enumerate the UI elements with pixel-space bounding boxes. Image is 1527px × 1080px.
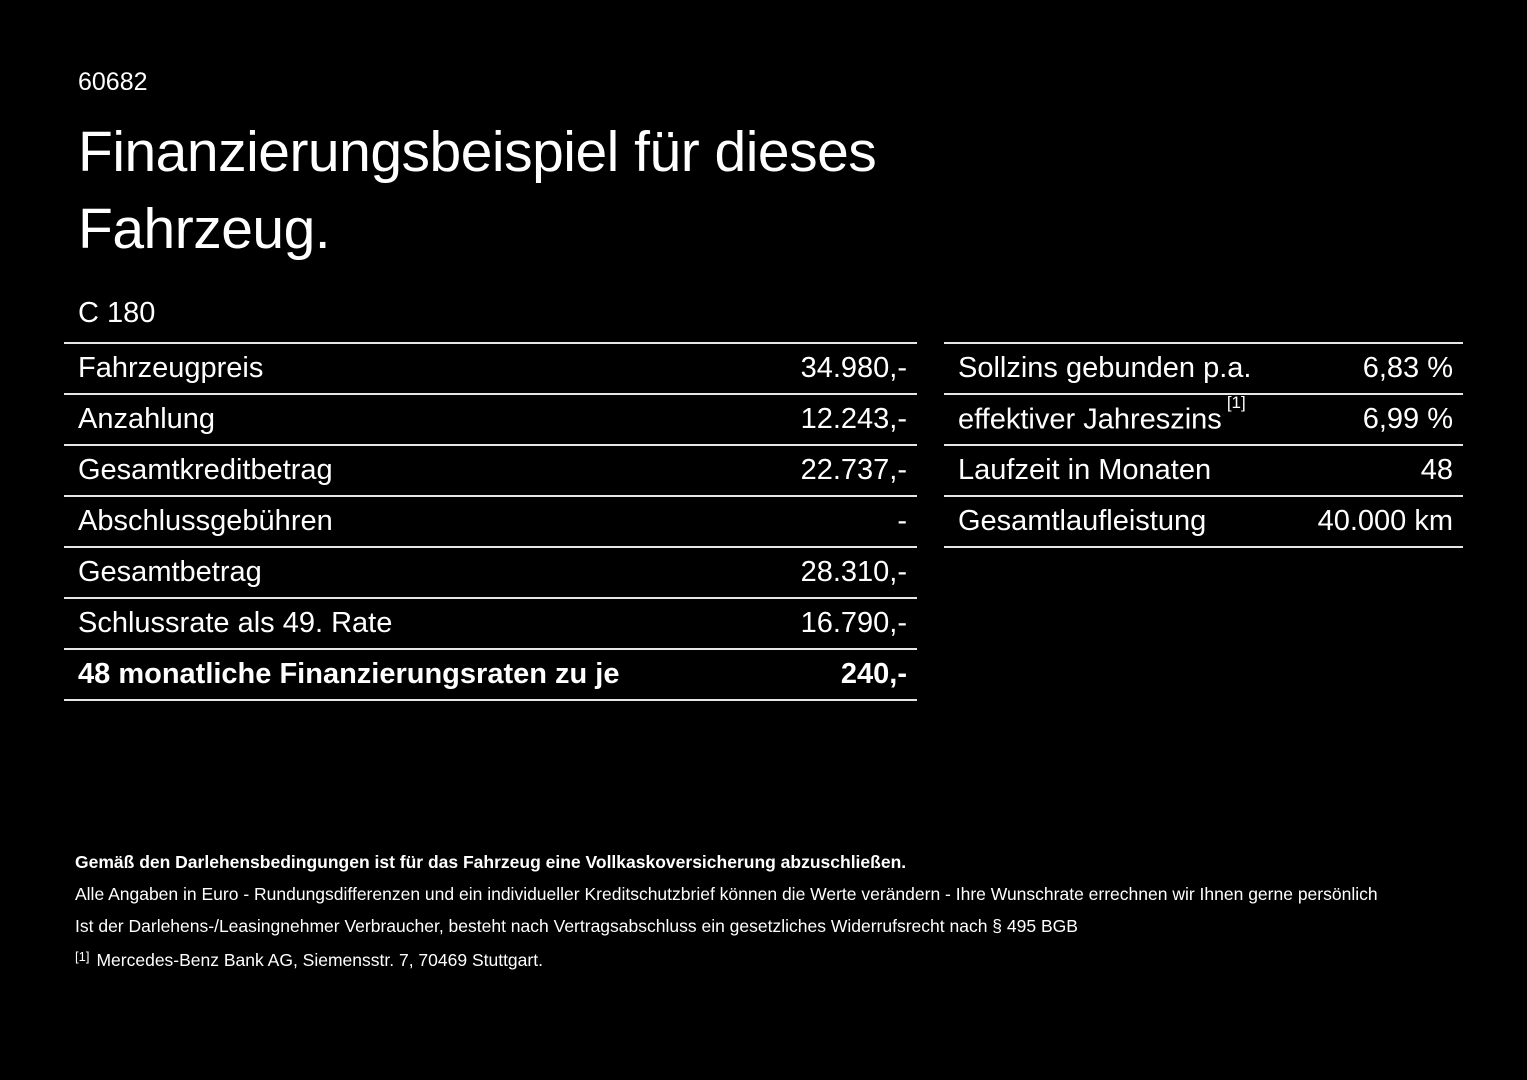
footnote-ref: [1] [1226,392,1246,412]
row-label: Abschlussgebühren [78,505,333,537]
footnote-text: Mercedes-Benz Bank AG, Siemensstr. 7, 70… [96,950,543,970]
table-row: Fahrzeugpreis 34.980,- [64,344,917,395]
table-row: Laufzeit in Monaten 48 [944,446,1463,497]
row-value: 28.310,- [800,556,907,588]
table-row-monthly-rate: 48 monatliche Finanzierungsraten zu je 2… [64,650,917,701]
row-label-text: effektiver Jahreszins [958,403,1222,436]
table-row: Anzahlung 12.243,- [64,395,917,446]
row-value: 40.000 km [1317,505,1453,537]
table-row: Schlussrate als 49. Rate 16.790,- [64,599,917,650]
table-row: Abschlussgebühren - [64,497,917,548]
row-label: Anzahlung [78,403,216,435]
row-value: 12.243,- [800,403,907,435]
row-value: 16.790,- [800,607,907,639]
disclaimer-line2: Ist der Darlehens-/Leasingnehmer Verbrau… [75,916,1078,936]
page-title-line1: Finanzierungsbeispiel für dieses [78,120,877,184]
row-value: 240,- [840,658,907,690]
row-value: 6,99 % [1362,403,1453,435]
row-value: 22.737,- [800,454,907,486]
table-row: effektiver Jahreszins[1] 6,99 % [944,393,1463,446]
row-label: effektiver Jahreszins[1] [958,393,1246,437]
row-value: 6,83 % [1362,352,1453,384]
legal-footer: Gemäß den Darlehensbedingungen ist für d… [75,846,1465,978]
row-value: 48 [1420,454,1453,486]
row-value: 34.980,- [800,352,907,384]
table-row: Sollzins gebunden p.a. 6,83 % [944,344,1463,395]
offer-code: 60682 [78,68,148,96]
financing-table-left: Fahrzeugpreis 34.980,- Anzahlung 12.243,… [64,342,917,701]
insurance-note: Gemäß den Darlehensbedingungen ist für d… [75,852,907,872]
footnote: [1] Mercedes-Benz Bank AG, Siemensstr. 7,… [75,944,1465,978]
page-title-line2: Fahrzeug. [78,197,331,261]
row-label: Gesamtlaufleistung [958,505,1207,537]
table-row: Gesamtbetrag 28.310,- [64,548,917,599]
vehicle-model: C 180 [78,297,156,329]
disclaimer-line1: Alle Angaben in Euro - Rundungsdifferenz… [75,884,1378,904]
row-label: 48 monatliche Finanzierungsraten zu je [78,658,620,690]
financing-table-right: Sollzins gebunden p.a. 6,83 % effektiver… [944,342,1463,548]
row-label: Schlussrate als 49. Rate [78,607,393,639]
footnote-marker: [1] [75,949,90,964]
row-label: Gesamtbetrag [78,556,262,588]
page-title: Finanzierungsbeispiel für dieses Fahrzeu… [78,114,877,268]
table-row: Gesamtkreditbetrag 22.737,- [64,446,917,497]
row-label: Gesamtkreditbetrag [78,454,333,486]
row-label: Sollzins gebunden p.a. [958,352,1252,384]
row-value: - [897,505,907,537]
row-label: Fahrzeugpreis [78,352,264,384]
table-row: Gesamtlaufleistung 40.000 km [944,497,1463,548]
row-label: Laufzeit in Monaten [958,454,1212,486]
